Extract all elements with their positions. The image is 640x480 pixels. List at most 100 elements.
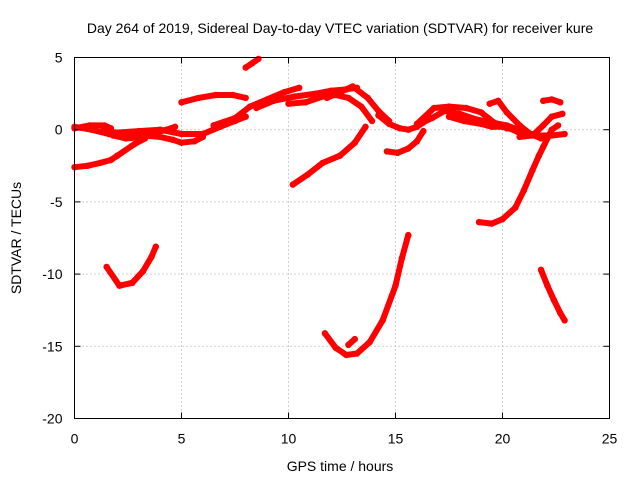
data-point — [135, 127, 142, 135]
data-point — [394, 149, 401, 156]
data-point — [139, 133, 147, 141]
data-point — [495, 97, 502, 105]
data-point — [323, 94, 331, 102]
data-point — [364, 94, 371, 102]
data-point — [131, 140, 138, 148]
data-point — [291, 93, 299, 100]
data-point — [488, 220, 495, 227]
data-point — [289, 181, 296, 188]
data-point — [84, 162, 91, 169]
data-point — [557, 309, 564, 317]
data-point — [392, 282, 399, 289]
y-tick-label: -15 — [42, 338, 62, 354]
data-point — [383, 148, 391, 155]
data-point — [178, 139, 185, 146]
data-point — [199, 130, 207, 138]
data-point — [477, 120, 485, 128]
data-point — [296, 84, 303, 92]
data-point — [413, 138, 421, 145]
data-point — [285, 100, 292, 107]
data-point — [512, 204, 519, 211]
data-point — [488, 123, 495, 130]
data-point — [362, 123, 369, 130]
data-point — [178, 99, 185, 106]
data-point — [229, 91, 237, 99]
data-point — [107, 156, 115, 164]
data-point — [475, 218, 483, 226]
data-point — [366, 338, 373, 346]
data-point — [116, 282, 123, 289]
data-point — [510, 126, 517, 133]
data-point — [413, 120, 421, 128]
data-point — [248, 60, 256, 67]
data-point — [304, 171, 311, 178]
data-point — [548, 96, 555, 103]
x-tick-label: 20 — [495, 431, 511, 447]
data-point — [353, 350, 361, 357]
data-point — [313, 90, 320, 97]
data-point — [103, 263, 110, 271]
data-point — [139, 268, 147, 275]
data-point — [460, 117, 468, 125]
data-point — [540, 122, 547, 129]
data-point — [255, 55, 262, 63]
data-point — [345, 94, 352, 102]
data-point — [529, 166, 536, 174]
data-point — [242, 94, 249, 102]
data-point — [486, 100, 493, 107]
y-tick-label: 5 — [55, 50, 63, 66]
data-point — [428, 114, 436, 122]
x-tick-label: 0 — [71, 431, 79, 447]
data-point — [385, 120, 393, 128]
data-point — [302, 99, 309, 106]
data-point — [529, 132, 536, 139]
data-point — [462, 104, 470, 112]
data-point — [349, 83, 356, 90]
data-point — [445, 103, 453, 110]
data-point — [405, 126, 412, 133]
data-point — [332, 344, 339, 351]
data-point — [195, 94, 202, 102]
data-point — [540, 143, 547, 151]
data-point — [129, 279, 136, 286]
data-point — [321, 330, 329, 337]
data-point — [336, 152, 344, 159]
data-point — [548, 126, 555, 133]
data-point — [242, 64, 249, 71]
data-point — [122, 135, 130, 142]
y-tick-label: -5 — [50, 194, 63, 210]
data-point — [156, 133, 164, 141]
data-point — [336, 89, 344, 96]
data-point — [368, 117, 376, 125]
data-point — [375, 107, 382, 115]
data-point — [503, 109, 510, 116]
data-point — [537, 135, 545, 142]
data-point — [169, 136, 177, 143]
data-point — [152, 243, 159, 250]
y-tick-label: 0 — [55, 122, 63, 138]
x-tick-label: 10 — [281, 431, 297, 447]
data-point — [375, 112, 382, 119]
data-point — [114, 152, 121, 159]
plot-frame — [74, 57, 610, 419]
series-layer — [71, 55, 568, 359]
data-arc-arc-14 — [321, 232, 412, 358]
data-point — [97, 159, 104, 167]
x-tick-label: 25 — [602, 431, 618, 447]
data-point — [445, 113, 453, 120]
data-point — [171, 123, 179, 130]
data-point — [163, 126, 170, 133]
data-point — [351, 139, 358, 146]
tick-layer: 0 5 10 15 20 25 -20 -15 -10 -5 0 5 — [42, 50, 617, 447]
data-point — [242, 113, 249, 120]
data-point — [246, 103, 254, 110]
data-point — [191, 138, 198, 145]
data-point — [520, 187, 528, 194]
y-tick-label: -20 — [42, 411, 62, 427]
data-point — [516, 133, 523, 141]
data-point — [477, 109, 485, 116]
data-point — [253, 104, 260, 112]
x-tick-label: 5 — [178, 431, 186, 447]
data-point — [148, 253, 155, 260]
